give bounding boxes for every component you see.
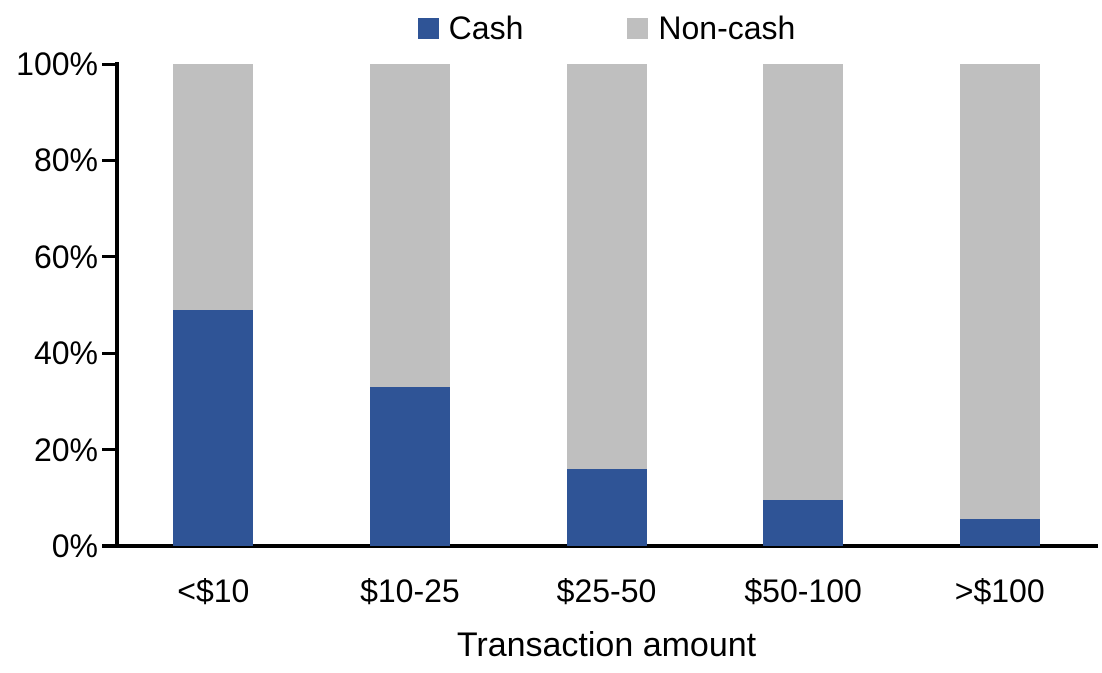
bar-segment-cash-3 (763, 500, 844, 546)
bar-segment-non-cash-1 (369, 64, 450, 387)
cash-legend-swatch-icon (417, 17, 439, 39)
legend: Cash Non-cash (115, 10, 1098, 46)
x-axis-category-label: $10-25 (360, 573, 460, 609)
y-axis-tick (102, 351, 115, 355)
bar-segment-non-cash-4 (959, 64, 1040, 520)
y-axis-tick (102, 158, 115, 162)
x-axis-title: Transaction amount (456, 626, 757, 664)
bar-segment-non-cash-2 (566, 64, 647, 469)
y-axis-tick-label: 20% (33, 431, 98, 468)
bar-segment-cash-1 (369, 386, 450, 546)
x-axis-category-label: >$100 (954, 573, 1045, 609)
y-axis-tick (102, 544, 115, 548)
bar-segment-cash-0 (173, 309, 254, 546)
bar-segment-cash-4 (959, 519, 1040, 546)
y-axis-tick (102, 448, 115, 452)
bar-segment-cash-2 (566, 468, 647, 546)
y-axis-tick-label: 0% (51, 528, 98, 564)
legend-item-cash: Cash (417, 10, 524, 46)
y-axis-tick (102, 62, 115, 66)
y-axis-line (115, 62, 119, 548)
legend-label-cash: Cash (448, 10, 524, 46)
y-axis-tick (102, 255, 115, 259)
bar-segment-non-cash-0 (173, 64, 254, 310)
x-axis-line (102, 544, 1098, 548)
y-axis-tick-label: 80% (33, 142, 98, 179)
x-axis-category-label: $50-100 (744, 573, 862, 609)
x-axis-category-label: <$10 (177, 573, 250, 609)
x-axis-category-label: $25-50 (556, 573, 657, 609)
y-axis-tick-label: 100% (16, 46, 98, 82)
bar-segment-non-cash-3 (763, 64, 844, 501)
y-axis-tick-label: 60% (33, 238, 98, 275)
legend-item-non-cash: Non-cash (627, 10, 795, 46)
legend-label-non-cash: Non-cash (658, 10, 796, 46)
non-cash-legend-swatch-icon (627, 17, 649, 39)
y-axis-tick-label: 40% (33, 335, 98, 372)
